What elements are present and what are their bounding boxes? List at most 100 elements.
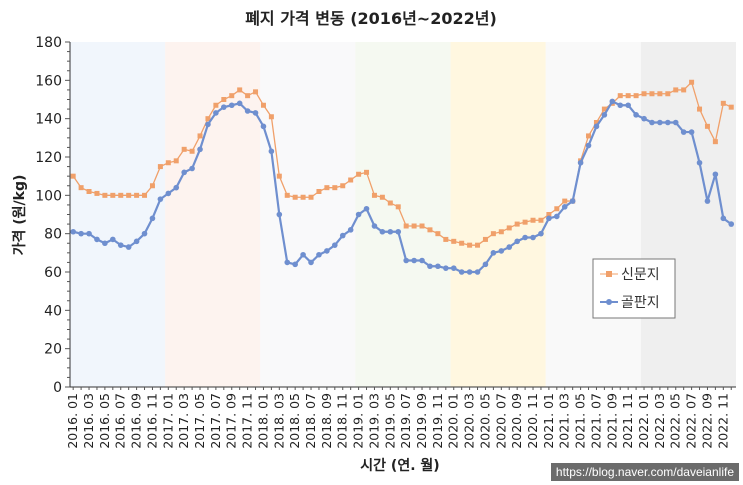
x-tick-label: 2022. 03 (652, 393, 667, 449)
x-tick-label: 2018. 03 (271, 393, 286, 449)
data-point-newspaper (165, 160, 171, 166)
data-point-cardboard (205, 121, 211, 128)
data-point-cardboard (609, 98, 616, 105)
data-point-newspaper (435, 231, 441, 237)
data-point-cardboard (165, 190, 172, 197)
data-point-cardboard (149, 215, 156, 222)
data-point-cardboard (339, 232, 346, 239)
x-tick-label: 2020. 03 (462, 393, 477, 449)
y-tick-label: 140 (35, 112, 62, 128)
x-tick-label: 2017. 11 (240, 393, 255, 449)
x-tick-label: 2021. 01 (541, 393, 556, 449)
year-band-2022 (640, 42, 736, 387)
data-point-newspaper (237, 87, 243, 93)
data-point-cardboard (371, 223, 378, 229)
data-point-cardboard (577, 159, 584, 166)
data-point-cardboard (157, 196, 164, 202)
data-point-newspaper (86, 189, 92, 194)
x-tick-label: 2019. 09 (414, 393, 429, 449)
data-point-cardboard (70, 228, 76, 235)
year-band-2019 (355, 42, 451, 387)
x-tick-label: 2017. 07 (208, 393, 223, 449)
data-point-newspaper (427, 227, 433, 233)
data-point-cardboard (688, 129, 695, 135)
data-point-cardboard (665, 119, 671, 126)
data-point-newspaper (673, 87, 679, 93)
x-tick-label: 2017. 01 (160, 393, 175, 449)
x-tick-label: 2018. 09 (319, 393, 334, 449)
data-point-newspaper (110, 192, 116, 198)
data-point-newspaper (70, 173, 76, 179)
data-point-cardboard (141, 230, 148, 237)
x-tick-label: 2018. 07 (303, 393, 318, 449)
data-point-newspaper (506, 225, 512, 231)
year-band-2017 (165, 42, 261, 387)
data-point-newspaper (665, 91, 671, 97)
data-point-newspaper (712, 139, 718, 145)
year-band-2018 (260, 42, 356, 387)
data-point-cardboard (672, 119, 679, 126)
data-point-cardboard (625, 102, 631, 109)
data-point-newspaper (459, 240, 465, 246)
data-point-newspaper (554, 206, 560, 212)
data-point-cardboard (569, 198, 576, 204)
data-point-newspaper (617, 93, 623, 99)
data-point-cardboard (252, 110, 259, 116)
data-point-cardboard (554, 213, 560, 220)
data-point-newspaper (78, 185, 84, 191)
data-point-cardboard (474, 269, 481, 275)
x-tick-label: 2021. 07 (588, 393, 603, 449)
data-point-newspaper (704, 123, 710, 129)
data-point-newspaper (149, 183, 155, 189)
y-tick-label: 20 (44, 342, 62, 358)
y-tick-label: 120 (35, 150, 62, 166)
data-point-cardboard (680, 129, 687, 135)
year-band-2016 (70, 42, 166, 387)
data-point-newspaper (173, 158, 179, 164)
legend-box (592, 258, 676, 319)
data-point-cardboard (561, 204, 568, 210)
data-point-cardboard (506, 244, 513, 250)
data-point-cardboard (498, 248, 505, 254)
y-tick-label: 80 (44, 227, 62, 243)
data-point-newspaper (498, 229, 504, 235)
data-point-newspaper (625, 93, 631, 99)
data-point-newspaper (245, 93, 251, 99)
x-tick-label: 2017. 05 (192, 393, 207, 449)
data-point-newspaper (332, 185, 338, 191)
year-band-2020 (450, 42, 546, 387)
data-point-newspaper (475, 242, 481, 248)
data-point-newspaper (253, 89, 259, 95)
data-point-newspaper (482, 236, 488, 242)
year-band-2021 (545, 42, 641, 387)
x-tick-label: 2022. 05 (668, 393, 683, 449)
y-tick-label: 180 (35, 35, 62, 51)
data-point-cardboard (411, 257, 417, 264)
data-point-cardboard (427, 263, 433, 270)
data-point-cardboard (546, 215, 552, 222)
x-tick-label: 2020. 05 (477, 393, 492, 449)
data-point-newspaper (379, 194, 385, 200)
data-point-cardboard (78, 230, 84, 237)
data-point-cardboard (403, 257, 409, 264)
x-tick-label: 2022. 09 (699, 393, 714, 449)
data-point-newspaper (387, 200, 393, 206)
data-point-cardboard (268, 148, 275, 155)
data-point-newspaper (276, 173, 282, 179)
x-tick-label: 2016. 11 (144, 393, 159, 449)
y-tick-label: 100 (35, 188, 62, 204)
data-point-cardboard (363, 205, 370, 212)
data-point-cardboard (601, 112, 608, 118)
data-point-newspaper (142, 192, 148, 198)
data-point-newspaper (324, 185, 330, 191)
data-point-newspaper (94, 190, 100, 196)
data-point-newspaper (260, 102, 266, 108)
legend: 신문지 골판지 (592, 258, 676, 319)
data-point-cardboard (133, 238, 140, 245)
data-point-newspaper (538, 217, 544, 223)
data-point-cardboard (276, 211, 283, 218)
data-point-cardboard (704, 198, 711, 204)
data-point-cardboard (181, 169, 187, 176)
